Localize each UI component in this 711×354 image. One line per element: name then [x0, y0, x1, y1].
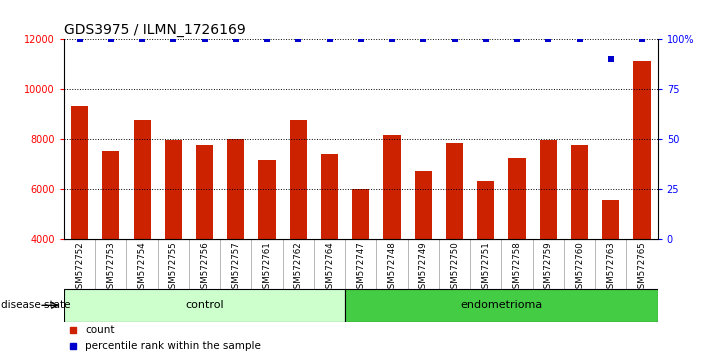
Point [574, 36, 585, 42]
Text: control: control [186, 300, 224, 310]
Text: GSM572764: GSM572764 [325, 241, 334, 294]
Point [542, 36, 554, 42]
Point [168, 36, 179, 42]
Text: GSM572755: GSM572755 [169, 241, 178, 294]
Bar [446, 143, 463, 239]
Point [449, 36, 460, 42]
Text: GSM572748: GSM572748 [387, 241, 397, 294]
Point [511, 36, 523, 42]
Point [386, 36, 397, 42]
Text: GSM572759: GSM572759 [544, 241, 553, 294]
Bar [321, 154, 338, 239]
Text: GSM572765: GSM572765 [638, 241, 646, 294]
Text: count: count [85, 325, 114, 335]
Point [293, 36, 304, 42]
Text: endometrioma: endometrioma [460, 300, 542, 310]
Text: GSM572750: GSM572750 [450, 241, 459, 294]
Bar [602, 200, 619, 239]
Text: GDS3975 / ILMN_1726169: GDS3975 / ILMN_1726169 [64, 23, 246, 36]
Bar [64, 289, 346, 322]
Bar [540, 140, 557, 239]
Text: GSM572752: GSM572752 [75, 241, 84, 294]
Point [324, 36, 336, 42]
Point [417, 36, 429, 42]
Text: GSM572751: GSM572751 [481, 241, 491, 294]
Text: GSM572760: GSM572760 [575, 241, 584, 294]
Bar [352, 189, 370, 239]
Bar [71, 107, 88, 239]
Text: GSM572757: GSM572757 [231, 241, 240, 294]
Text: GSM572761: GSM572761 [262, 241, 272, 294]
Bar [134, 120, 151, 239]
Bar [383, 135, 401, 239]
Bar [259, 160, 276, 239]
Bar [102, 152, 119, 239]
Point [262, 36, 273, 42]
Text: GSM572754: GSM572754 [138, 241, 146, 294]
Point [137, 36, 148, 42]
Text: GSM572758: GSM572758 [513, 241, 522, 294]
Text: GSM572756: GSM572756 [200, 241, 209, 294]
Bar [634, 62, 651, 239]
Text: GSM572763: GSM572763 [606, 241, 615, 294]
Bar [346, 289, 658, 322]
Text: percentile rank within the sample: percentile rank within the sample [85, 341, 261, 351]
Bar [165, 140, 182, 239]
Point [105, 36, 117, 42]
Point [636, 36, 648, 42]
Text: GSM572762: GSM572762 [294, 241, 303, 294]
Bar [477, 182, 494, 239]
Point [74, 36, 85, 42]
Text: GSM572753: GSM572753 [107, 241, 115, 294]
Point [605, 56, 616, 62]
Bar [228, 139, 245, 239]
Point [480, 36, 491, 42]
Point [199, 36, 210, 42]
Bar [415, 171, 432, 239]
Point [230, 36, 242, 42]
Bar [290, 120, 307, 239]
Bar [571, 145, 588, 239]
Text: disease state: disease state [1, 300, 70, 310]
Bar [508, 158, 525, 239]
Bar [196, 145, 213, 239]
Text: GSM572749: GSM572749 [419, 241, 428, 294]
Text: GSM572747: GSM572747 [356, 241, 365, 294]
Point [355, 36, 367, 42]
